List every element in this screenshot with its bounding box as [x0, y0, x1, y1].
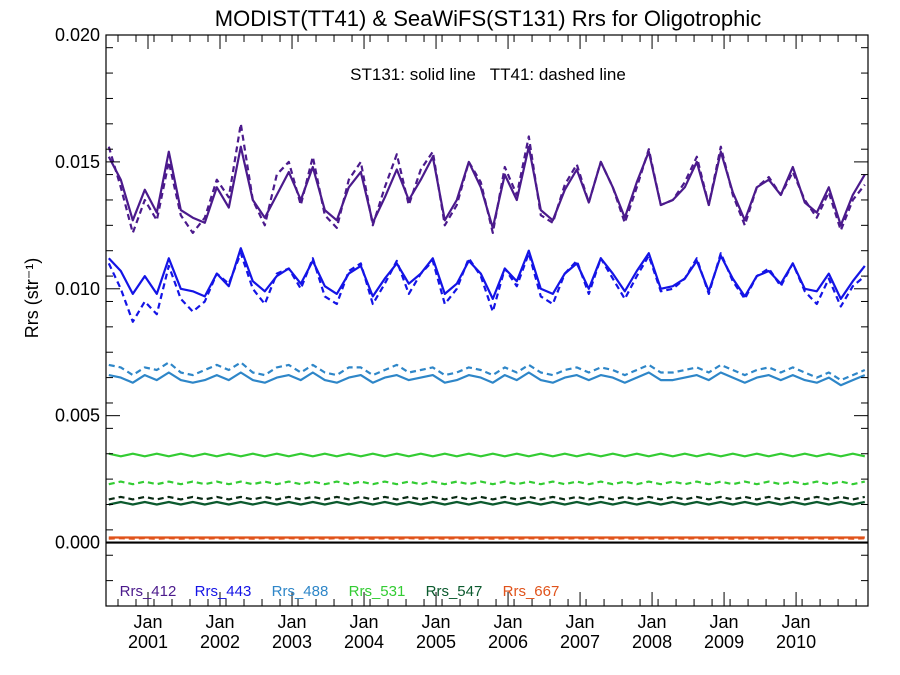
x-tick-month-label: Jan	[782, 612, 811, 632]
y-tick-label: 0.015	[55, 152, 100, 172]
plot-frame	[105, 34, 869, 607]
x-tick-year-label: 2005	[416, 632, 456, 652]
x-tick-year-label: 2010	[776, 632, 816, 652]
y-axis-label: Rrs (str⁻¹)	[22, 258, 42, 338]
series-line-rrs-547-tt41	[108, 495, 866, 501]
y-tick-label: 0.010	[55, 279, 100, 299]
legend: Rrs_412 Rrs_443 Rrs_488 Rrs_531 Rrs_547 Rrs_6…	[120, 583, 560, 600]
line-style-note: ST131: solid line TT41: dashed line	[350, 65, 626, 84]
x-tick-month-label: Jan	[494, 612, 523, 632]
series-line-rrs-443-st131	[108, 247, 866, 300]
x-tick-month-label: Jan	[350, 612, 379, 632]
y-tick-label: 0.005	[55, 406, 100, 426]
series-line-rrs-547-st131	[108, 500, 866, 506]
legend-item-rrs-547: Rrs_547	[426, 583, 483, 600]
series-line-rrs-531-st131	[108, 452, 866, 458]
legend-item-rrs-443: Rrs_443	[195, 583, 252, 600]
x-tick-year-label: 2002	[200, 632, 240, 652]
x-tick-year-label: 2006	[488, 632, 528, 652]
series-line-rrs-488-st131	[108, 371, 866, 387]
series-line-rrs-443-tt41	[107, 252, 866, 323]
x-tick-year-label: 2008	[632, 632, 672, 652]
plot-layer	[106, 122, 868, 544]
x-tick-month-label: Jan	[710, 612, 739, 632]
y-tick-label: 0.000	[55, 533, 100, 553]
axes-layer: 0.0000.0050.0100.0150.020Jan2001Jan2002J…	[55, 25, 869, 652]
legend-item-rrs-412: Rrs_412	[120, 583, 177, 600]
legend-item-rrs-667: Rrs_667	[503, 583, 560, 600]
x-tick-month-label: Jan	[638, 612, 667, 632]
x-tick-year-label: 2004	[344, 632, 384, 652]
x-tick-year-label: 2001	[128, 632, 168, 652]
series-line-rrs-412-st131	[107, 145, 866, 229]
y-tick-label: 0.020	[55, 25, 100, 45]
legend-item-rrs-531: Rrs_531	[349, 583, 406, 600]
x-tick-month-label: Jan	[205, 612, 234, 632]
x-tick-month-label: Jan	[422, 612, 451, 632]
x-tick-year-label: 2007	[560, 632, 600, 652]
x-tick-month-label: Jan	[566, 612, 595, 632]
series-line-rrs-412-tt41	[107, 122, 866, 234]
series-line-rrs-667-tt41	[108, 537, 865, 540]
chart-title: MODIST(TT41) & SeaWiFS(ST131) Rrs for Ol…	[215, 6, 761, 31]
x-tick-month-label: Jan	[278, 612, 307, 632]
series-line-rrs-531-tt41	[108, 480, 866, 486]
x-tick-year-label: 2009	[704, 632, 744, 652]
series-line-rrs-488-tt41	[108, 361, 866, 382]
x-tick-year-label: 2003	[272, 632, 312, 652]
x-tick-month-label: Jan	[133, 612, 162, 632]
legend-item-rrs-488: Rrs_488	[272, 583, 329, 600]
